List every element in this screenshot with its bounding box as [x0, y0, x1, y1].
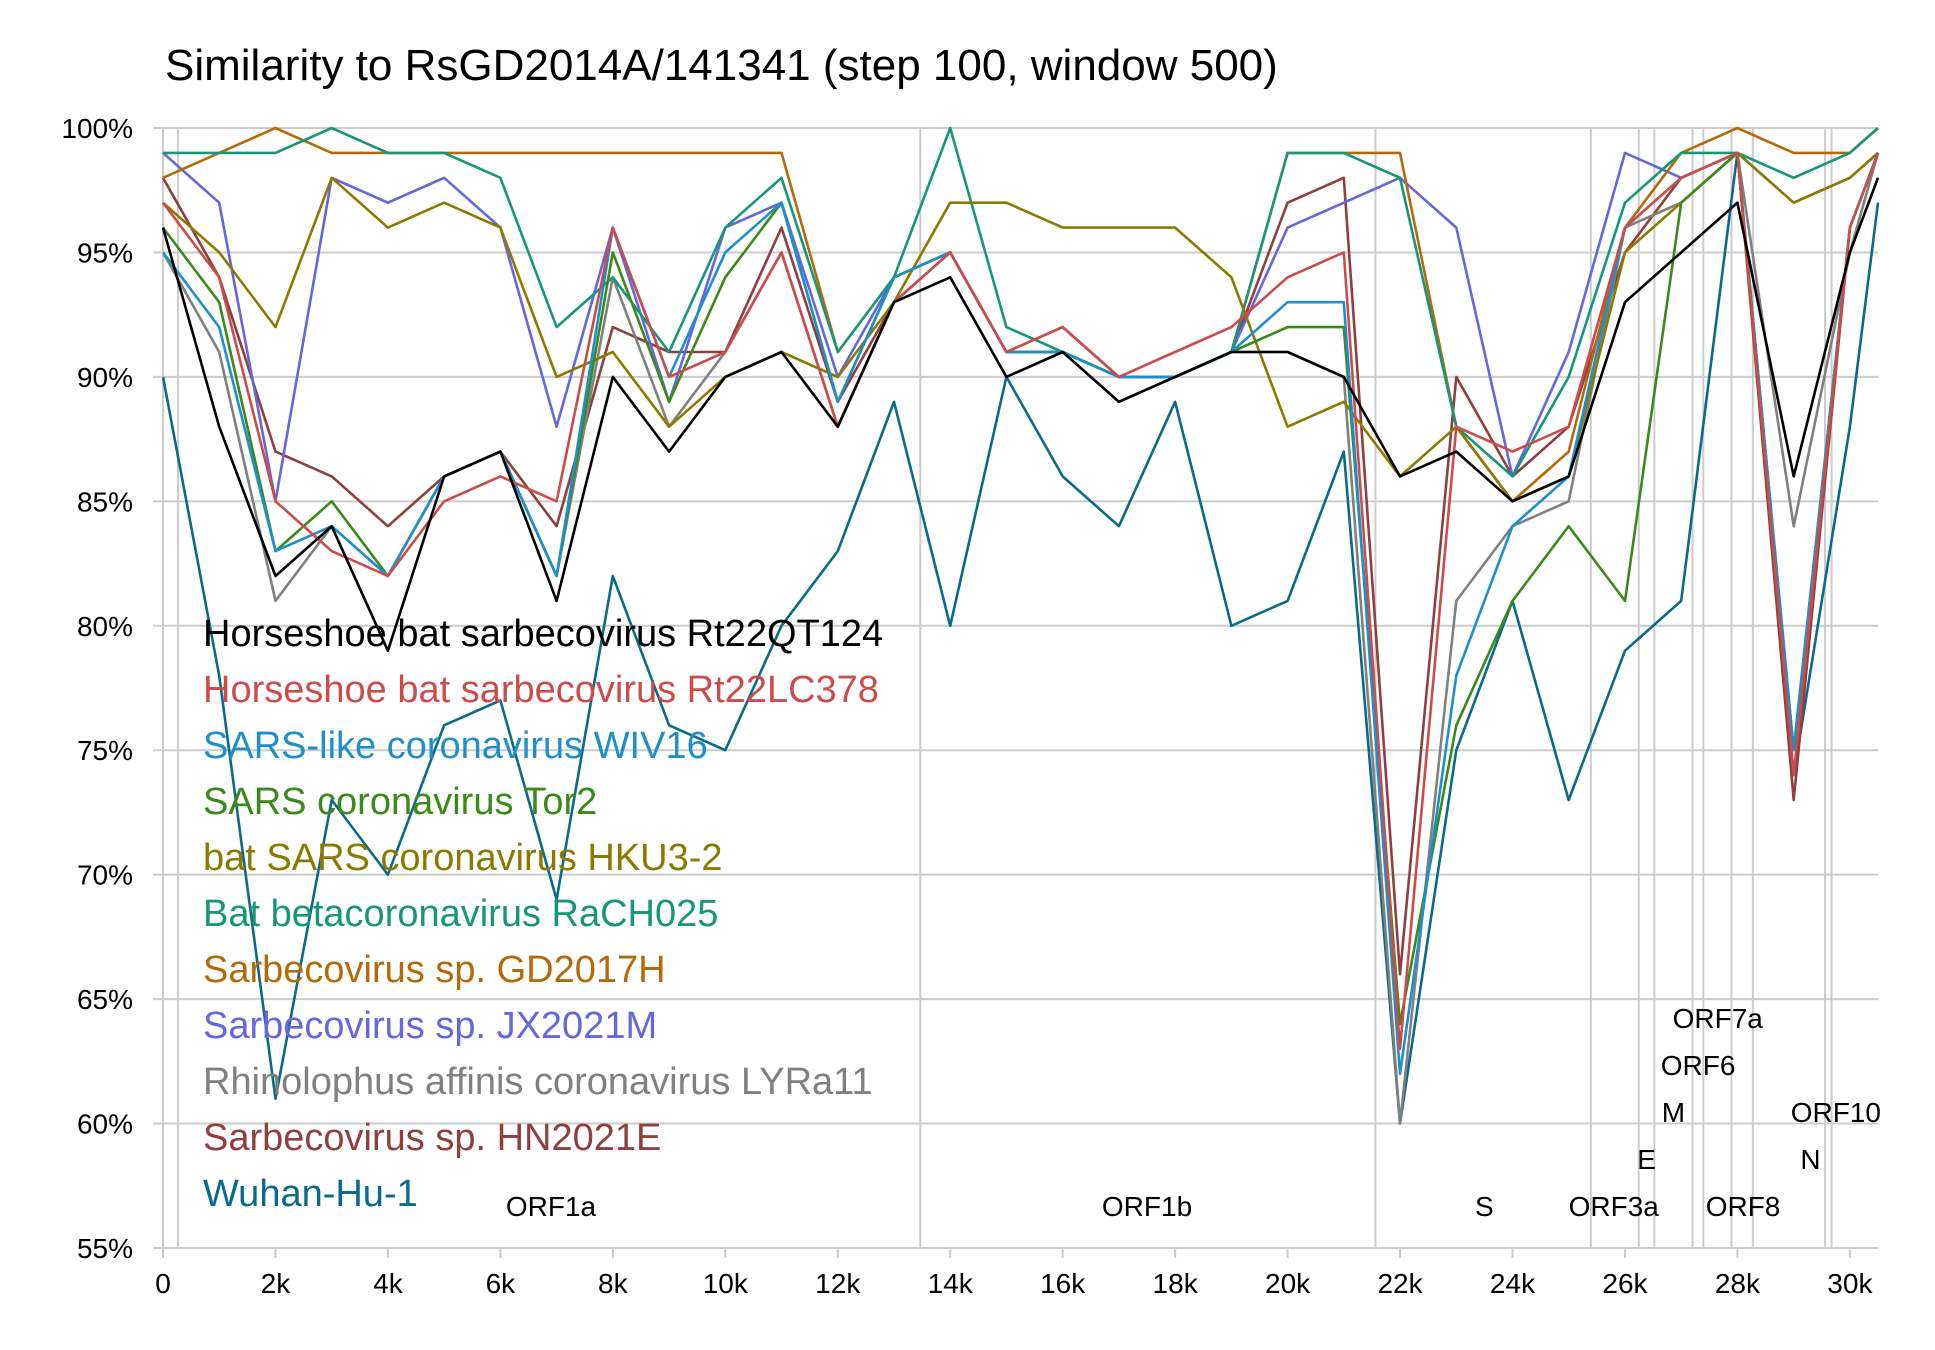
- gene-label: ORF1a: [506, 1191, 597, 1222]
- gene-label: ORF10: [1791, 1097, 1881, 1128]
- legend-label: Rhinolophus affinis coronavirus LYRa11: [203, 1061, 873, 1103]
- gene-label: N: [1800, 1144, 1820, 1175]
- x-tick-label: 12k: [815, 1268, 861, 1299]
- series-line: [161, 151, 1880, 1125]
- x-tick-label: 8k: [598, 1268, 629, 1299]
- y-tick-label: 100%: [61, 113, 133, 144]
- y-tick-label: 75%: [77, 735, 133, 766]
- x-tick-label: 24k: [1490, 1268, 1536, 1299]
- x-tick-label: 18k: [1153, 1268, 1199, 1299]
- gene-label: ORF8: [1706, 1191, 1781, 1222]
- series-line: [162, 151, 1879, 503]
- x-tick-label: 26k: [1602, 1268, 1648, 1299]
- series-line: [161, 177, 1880, 653]
- x-tick-label: 16k: [1040, 1268, 1086, 1299]
- x-tick-label: 10k: [703, 1268, 749, 1299]
- y-tick-label: 70%: [77, 860, 133, 891]
- grid: [163, 127, 1878, 1249]
- legend-label: Sarbecovirus sp. GD2017H: [203, 949, 666, 991]
- y-tick-label: 55%: [77, 1233, 133, 1264]
- x-tick-label: 28k: [1715, 1268, 1761, 1299]
- gene-label: ORF7a: [1673, 1003, 1764, 1034]
- x-axis: 0 2k 4k 6k 8k 10k 12k 14k 16k 18k 20k 22k 24k 26k 28k 3…: [155, 1248, 1873, 1299]
- x-tick-label: 20k: [1265, 1268, 1311, 1299]
- gene-label: ORF6: [1661, 1050, 1736, 1081]
- series-line: [161, 151, 1880, 1051]
- y-tick-label: 95%: [77, 237, 133, 268]
- series-line: [162, 151, 1879, 503]
- legend-label: Wuhan-Hu-1: [203, 1173, 418, 1215]
- legend-label: Bat betacoronavirus RaCH025: [203, 893, 718, 935]
- y-tick-label: 90%: [77, 362, 133, 393]
- legend-label: Horseshoe bat sarbecovirus Rt22QT124: [203, 613, 883, 655]
- x-tick-label: 2k: [261, 1268, 292, 1299]
- gene-label: E: [1637, 1144, 1656, 1175]
- series-lines: [161, 126, 1880, 1125]
- gene-label: S: [1475, 1191, 1494, 1222]
- x-tick-label: 30k: [1827, 1268, 1873, 1299]
- gene-label: ORF1b: [1102, 1191, 1192, 1222]
- chart-title: Similarity to RsGD2014A/141341 (step 100…: [165, 41, 1278, 90]
- gene-labels: ORF1a ORF1b S ORF3a EM ORF6 ORF7a ORF8 N ORF10: [506, 1003, 1881, 1222]
- y-tick-label: 65%: [77, 984, 133, 1015]
- legend-label: SARS-like coronavirus WIV16: [203, 725, 708, 767]
- y-tick-label: 60%: [77, 1109, 133, 1140]
- x-tick-label: 14k: [928, 1268, 974, 1299]
- legend-label: Sarbecovirus sp. HN2021E: [203, 1117, 661, 1159]
- x-tick-label: 22k: [1377, 1268, 1423, 1299]
- legend-label: Sarbecovirus sp. JX2021M: [203, 1005, 657, 1047]
- x-tick-label: 6k: [486, 1268, 517, 1299]
- y-tick-label: 80%: [77, 611, 133, 642]
- x-tick-label: 0: [155, 1268, 171, 1299]
- gene-label: M: [1662, 1097, 1685, 1128]
- y-tick-label: 85%: [77, 486, 133, 517]
- x-tick-label: 4k: [373, 1268, 404, 1299]
- legend-label: SARS coronavirus Tor2: [203, 781, 597, 823]
- legend-label: Horseshoe bat sarbecovirus Rt22LC378: [203, 669, 879, 711]
- legend-label: bat SARS coronavirus HKU3-2: [203, 837, 723, 879]
- gene-label: ORF3a: [1569, 1191, 1660, 1222]
- series-line: [163, 126, 1879, 478]
- legend: Horseshoe bat sarbecovirus Rt22QT124 Hors…: [203, 613, 883, 1215]
- y-axis: 55% 60% 65% 70% 75% 80% 85% 90% 95% 100%: [61, 113, 163, 1264]
